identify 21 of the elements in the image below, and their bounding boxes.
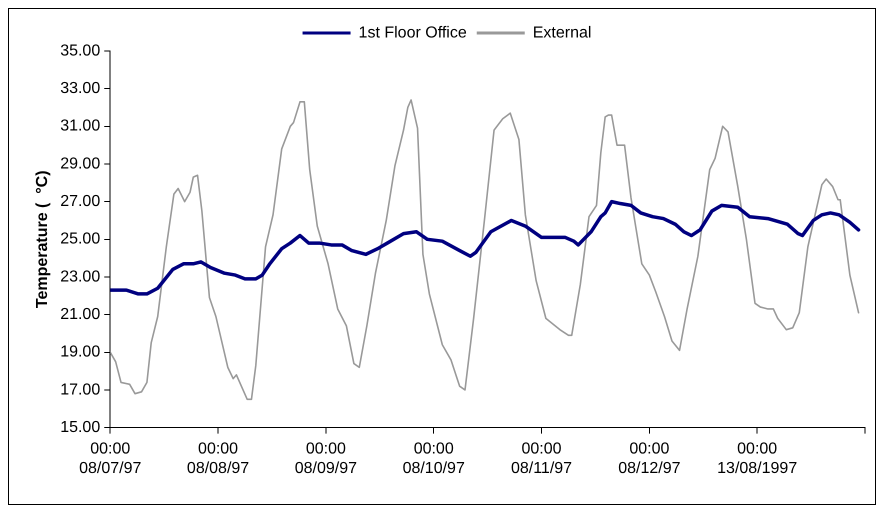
x-tick-label: 00:00 08/12/97 [618,440,681,477]
x-tick-label: 00:00 08/11/97 [510,440,572,477]
x-tick-label: 00:00 13/08/1997 [717,440,798,477]
y-tick-label: 35.00 [60,42,100,60]
y-tick-label: 21.00 [60,306,100,324]
y-tick-label: 33.00 [60,80,100,98]
y-tick-label: 29.00 [60,155,100,172]
x-tick-label: 00:00 08/07/97 [79,440,142,477]
x-tick-label: 00:00 08/09/97 [294,440,358,477]
y-tick-label: 19.00 [60,344,100,361]
y-tick-label: 27.00 [60,193,100,210]
y-tick-label: 31.00 [60,118,100,135]
legend-label: External [532,24,592,42]
x-tick-label: 00:00 08/10/97 [402,440,465,477]
y-axis-title: Temperature ( °C) [34,170,52,308]
y-tick-label: 25.00 [60,230,100,248]
x-tick-label: 00:00 08/08/97 [186,440,250,477]
legend-label: 1st Floor Office [358,24,467,42]
y-tick-label: 23.00 [60,268,100,286]
y-tick-label: 17.00 [60,381,100,398]
y-tick-label: 15.00 [60,419,100,436]
